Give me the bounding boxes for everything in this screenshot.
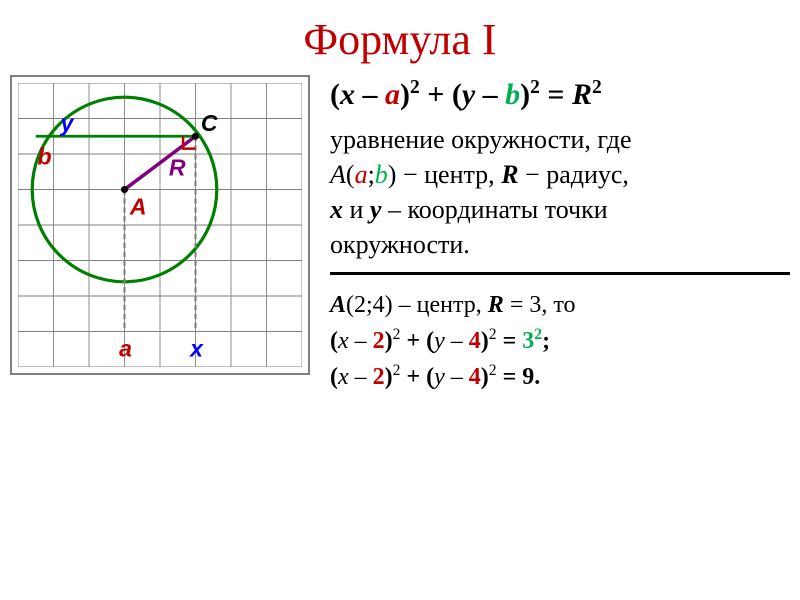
circle-diagram: А СRуb а x [18, 83, 302, 367]
ex3-y: у [434, 364, 445, 390]
example-line3: (х – 2)2 + (у – 4)2 = 9. [330, 359, 790, 395]
ex3-x: х [338, 364, 349, 390]
desc-center: − центр, [396, 160, 501, 189]
svg-text:b: b [38, 144, 52, 170]
ex3-m2: – [445, 364, 469, 390]
formula-minus2: – [475, 78, 505, 111]
desc-line3: х и у – координаты точки [330, 192, 790, 227]
ex2-eq: = [497, 328, 523, 354]
ex-coords: (2;4) – центр, [346, 292, 488, 318]
text-column: (х – а)2 + (у – b)2 = R2 уравнение окруж… [310, 75, 790, 395]
ex3-s2: 2 [489, 362, 497, 379]
ex3-eq: = 9. [497, 364, 541, 390]
desc-and: и [343, 195, 370, 224]
svg-text:а: а [119, 335, 132, 361]
content-row: АСRуbаx (х – а)2 + (у – b)2 = R2 уравнен… [0, 65, 800, 395]
svg-text:x: x [188, 335, 204, 361]
formula-minus1: – [355, 78, 385, 111]
diagram-frame: А СRуb а x [10, 75, 310, 375]
formula-x: х [340, 78, 355, 111]
formula-rparen1: ) [400, 78, 410, 111]
ex3-2: 2 [373, 364, 385, 390]
ex3-pl: + ( [400, 364, 434, 390]
desc-a: а [355, 160, 368, 189]
desc-x: х [330, 195, 343, 224]
formula-sqR: 2 [592, 77, 602, 98]
ex2-sc: ; [542, 328, 550, 354]
formula-sq1: 2 [410, 77, 420, 98]
page-title: Формула I [0, 0, 800, 65]
formula-sq2: 2 [530, 77, 540, 98]
example-line1: А(2;4) – центр, R = 3, то [330, 287, 790, 323]
ex3-lp1: ( [330, 364, 338, 390]
ex2-rp1: ) [385, 328, 393, 354]
formula-b: b [505, 78, 520, 111]
ex2-x: х [338, 328, 349, 354]
ex3-rp1: ) [385, 364, 393, 390]
desc-lp: ( [346, 160, 355, 189]
svg-text:у: у [60, 110, 75, 136]
ex-A: А [330, 292, 346, 318]
example-block: А(2;4) – центр, R = 3, то (х – 2)2 + (у … [330, 287, 790, 395]
formula-eq: = [540, 78, 572, 111]
formula-a: а [385, 78, 400, 111]
desc-semi: ; [368, 160, 375, 189]
svg-text:С: С [201, 110, 218, 136]
ex2-3: 3 [522, 328, 534, 354]
ex2-y: у [434, 328, 445, 354]
ex2-m2: – [445, 328, 469, 354]
ex2-4: 4 [469, 328, 481, 354]
desc-R: R [501, 160, 518, 189]
formula-rparen2: ) [520, 78, 530, 111]
formula-R: R [572, 78, 592, 111]
desc-radius: − радиус, [519, 160, 629, 189]
desc-line1: уравнение окружности, где [330, 122, 790, 157]
ex2-m1: – [349, 328, 373, 354]
formula-y: у [462, 78, 475, 111]
desc-line4: окружности. [330, 227, 790, 262]
svg-text:R: R [169, 154, 186, 180]
formula-lparen1: ( [330, 78, 340, 111]
svg-text:А: А [129, 193, 147, 219]
ex2-lp1: ( [330, 328, 338, 354]
example-line2: (х – 2)2 + (у – 4)2 = 32; [330, 323, 790, 359]
ex2-s3: 2 [534, 326, 542, 343]
desc-rest: – координаты точки [381, 195, 607, 224]
ex3-m1: – [349, 364, 373, 390]
formula-plus: + ( [420, 78, 462, 111]
desc-A: А [330, 160, 346, 189]
ex2-rp2: ) [481, 328, 489, 354]
desc-line2: А(а;b) − центр, R − радиус, [330, 157, 790, 192]
ex2-s2: 2 [489, 326, 497, 343]
ex2-2: 2 [373, 328, 385, 354]
ex-R: R [488, 292, 504, 318]
formula-main: (х – а)2 + (у – b)2 = R2 [330, 75, 790, 116]
desc-b: b [375, 160, 388, 189]
ex-eq: = 3, то [504, 292, 576, 318]
ex2-pl: + ( [400, 328, 434, 354]
ex3-4: 4 [469, 364, 481, 390]
ex3-rp2: ) [481, 364, 489, 390]
desc-y: у [370, 195, 382, 224]
divider [330, 272, 790, 275]
